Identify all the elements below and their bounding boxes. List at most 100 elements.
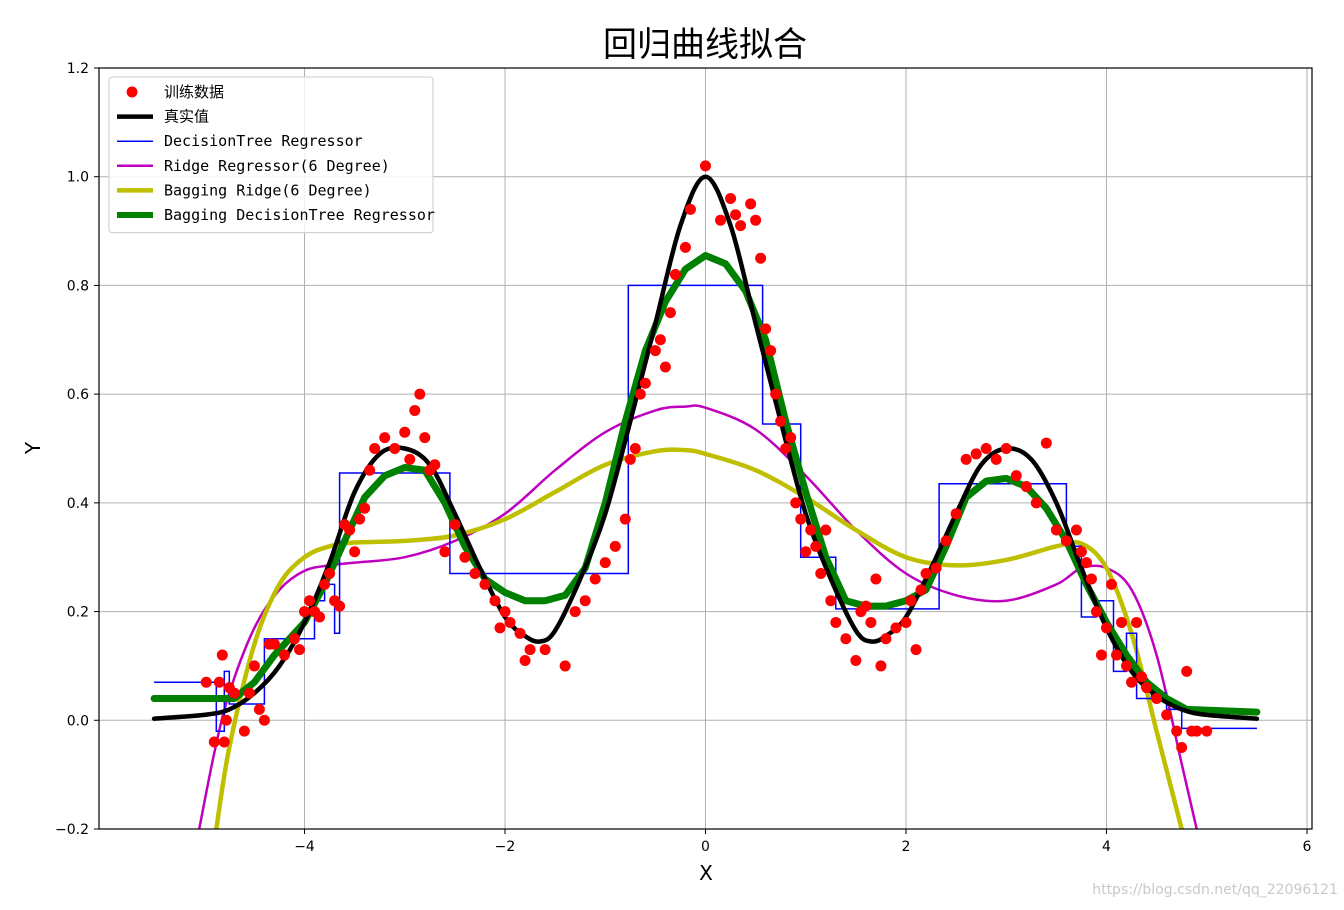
training-data-point [208, 736, 220, 748]
training-data-point [870, 573, 882, 585]
training-data-point [1070, 524, 1082, 536]
training-data-point [499, 606, 511, 618]
training-data-point [494, 622, 506, 634]
training-data-point [1191, 725, 1203, 737]
training-data-point [599, 557, 611, 569]
training-data-point [243, 687, 255, 699]
legend-entry-label: DecisionTree Regressor [164, 132, 363, 150]
training-data-point [1010, 470, 1022, 482]
training-data-point [805, 524, 817, 536]
x-tick-label: 0 [701, 839, 710, 855]
x-tick-label: 6 [1303, 839, 1312, 855]
training-data-point [970, 448, 982, 460]
training-data-point [960, 453, 972, 465]
training-data-point [765, 345, 777, 357]
training-data-point [950, 508, 962, 520]
x-axis-label: X [699, 861, 713, 885]
training-data-point [820, 524, 832, 536]
training-data-point [715, 214, 727, 226]
training-data-point [1080, 557, 1092, 569]
training-data-point [770, 388, 782, 400]
training-data-point [514, 627, 526, 639]
y-tick-label: 0.0 [67, 713, 89, 729]
legend-entry-label: Ridge Regressor(6 Degree) [164, 157, 390, 175]
legend-box [108, 76, 434, 234]
training-data-point [780, 443, 792, 454]
legend-marker-training-data [126, 86, 138, 98]
training-data-point [1050, 524, 1062, 536]
training-data-point [654, 334, 666, 346]
training-data-point [399, 426, 411, 438]
training-data-point [469, 568, 481, 580]
training-data-point [730, 209, 742, 221]
training-data-point [359, 502, 371, 514]
training-data-point [253, 703, 265, 715]
training-data-point [800, 546, 812, 558]
training-data-point [860, 600, 872, 612]
training-data-point [216, 649, 228, 661]
x-tick-label: −4 [294, 839, 315, 855]
training-data-point [504, 616, 516, 628]
training-data-point [664, 307, 676, 319]
training-data-point [735, 220, 747, 232]
training-data-point [679, 241, 691, 253]
training-data-point [990, 453, 1002, 465]
training-data-point [1126, 676, 1138, 688]
training-data-point [344, 524, 356, 536]
training-data-point [304, 595, 316, 607]
training-data-point [850, 654, 862, 666]
training-data-point [840, 633, 852, 645]
training-data-point [258, 714, 270, 726]
legend-entry-label: Bagging DecisionTree Regressor [164, 206, 435, 224]
training-data-point [1161, 709, 1173, 721]
training-data-point [875, 660, 887, 672]
y-tick-label: 0.2 [67, 605, 89, 621]
training-data-point [439, 546, 451, 558]
training-data-point [684, 203, 696, 215]
training-data-point [1201, 725, 1213, 737]
plot-area [150, 160, 1261, 829]
training-data-point [755, 252, 767, 264]
training-data-point [419, 432, 431, 444]
training-data-point [980, 443, 992, 454]
chart-title: 回归曲线拟合 [603, 25, 807, 65]
y-tick-label: 0.6 [67, 387, 89, 403]
training-data-point [349, 546, 361, 558]
training-data-point [379, 432, 391, 444]
training-data-point [1020, 481, 1032, 493]
training-data-point [559, 660, 571, 672]
training-data-point [1131, 616, 1143, 628]
training-data-point [288, 633, 300, 645]
training-data-point [479, 578, 491, 590]
training-data-point [1040, 437, 1052, 449]
series-line-bagging-ridge [214, 447, 1184, 829]
training-data-point [659, 361, 671, 373]
training-data-point [220, 714, 232, 726]
training-data-point [760, 323, 772, 335]
training-data-point [669, 269, 681, 281]
training-data-point [815, 568, 827, 580]
training-data-point [1100, 622, 1112, 634]
training-data-point [795, 513, 807, 525]
training-data-point [369, 443, 381, 454]
training-data-point [880, 633, 892, 645]
training-data-point [700, 160, 711, 172]
training-data-point [314, 611, 326, 623]
training-data-point [389, 443, 401, 454]
training-data-point [790, 497, 802, 509]
training-data-point [1030, 497, 1042, 509]
training-data-point [409, 404, 421, 416]
training-data-point [890, 622, 902, 634]
training-data-point [920, 568, 932, 580]
training-data-point [1000, 443, 1012, 454]
training-data-point [624, 453, 636, 465]
training-data-point [589, 573, 601, 585]
training-data-point [1060, 535, 1072, 547]
training-data-point [293, 644, 305, 656]
training-data-point [1136, 671, 1148, 683]
training-data-point [609, 540, 621, 552]
training-data-point [228, 687, 240, 699]
training-data-point [354, 513, 366, 525]
